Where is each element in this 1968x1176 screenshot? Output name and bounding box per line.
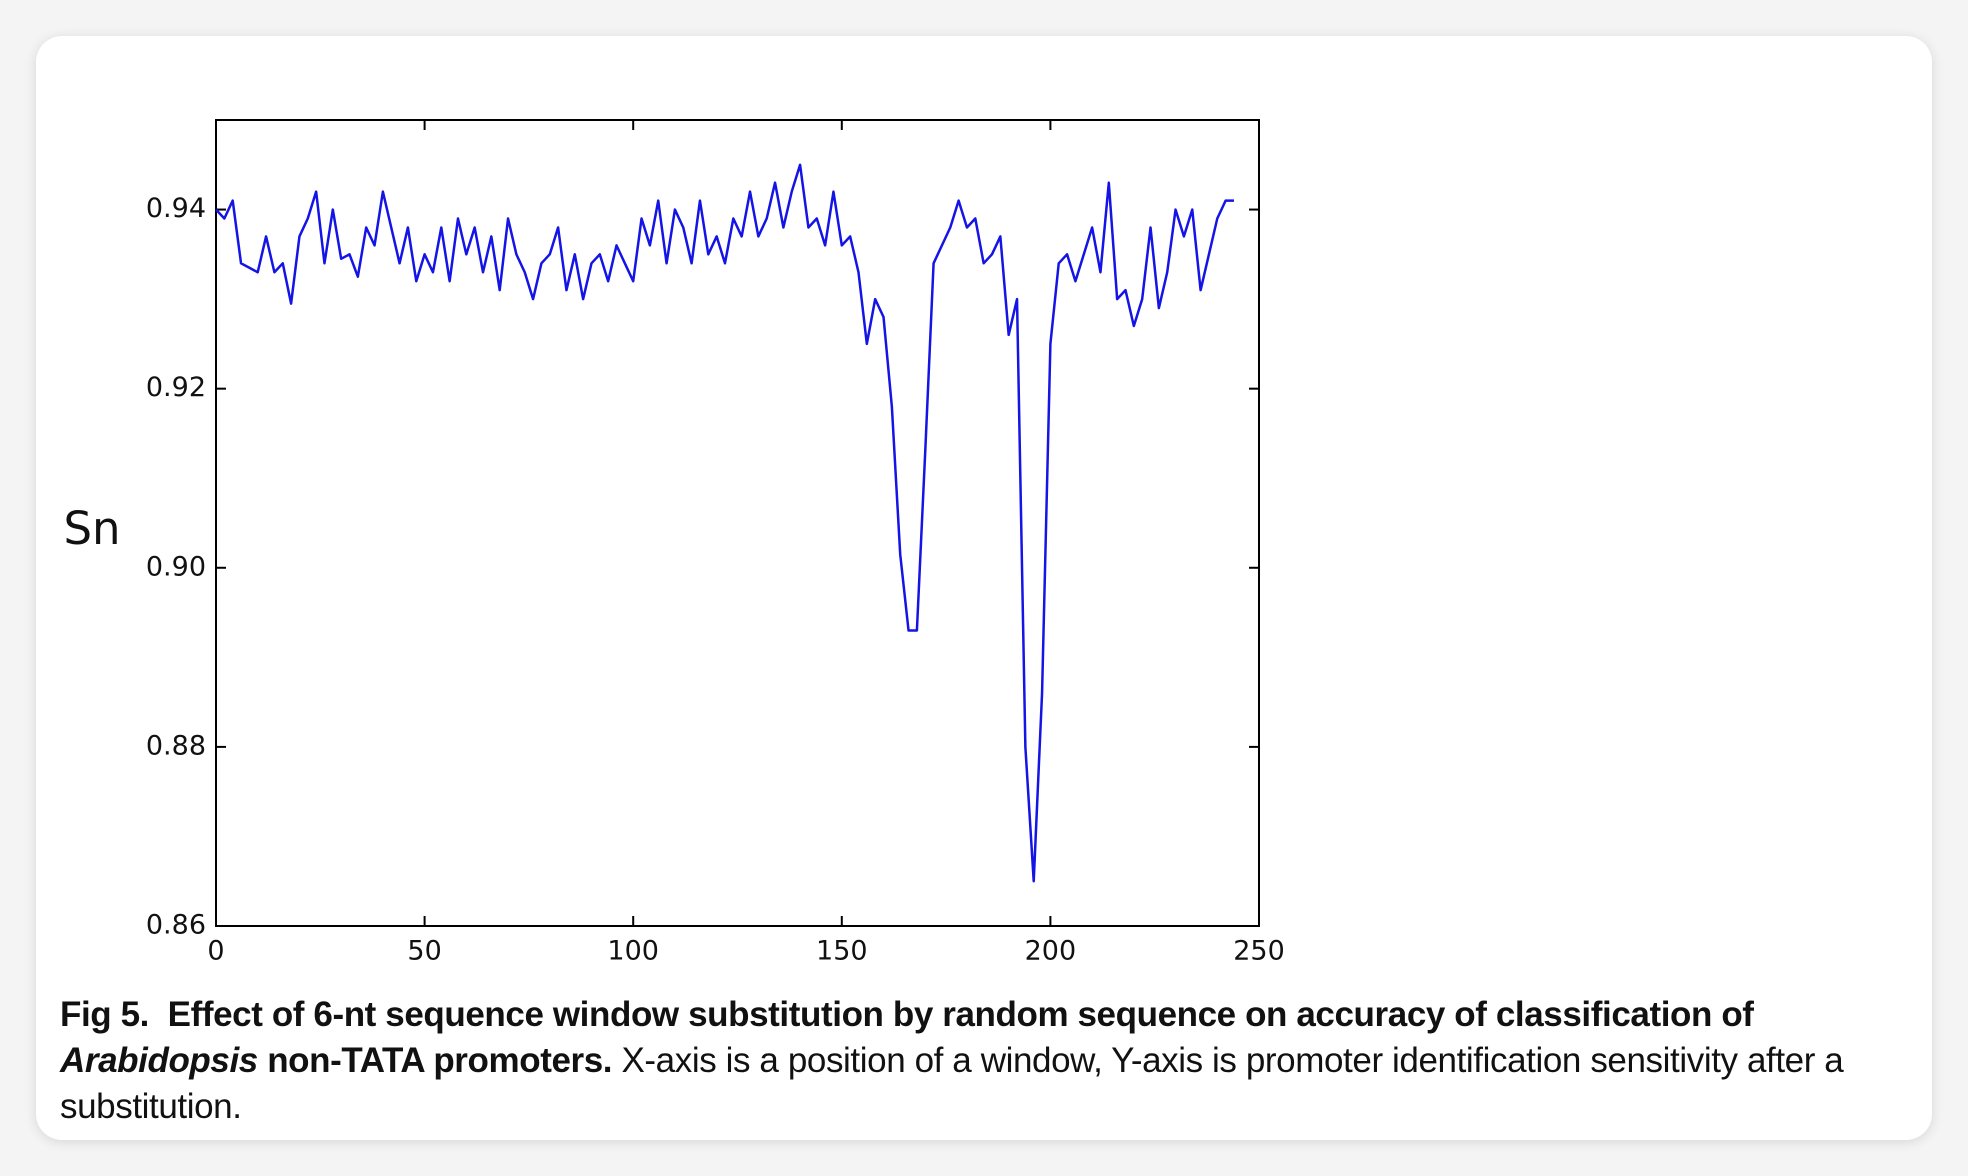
y-tick-label: 0.86 (146, 910, 206, 941)
x-tick-label: 250 (1233, 936, 1285, 967)
caption-title-end: non-TATA promoters. (267, 1041, 613, 1080)
figure-caption: Fig 5. Effect of 6-nt sequence window su… (60, 992, 1920, 1130)
y-tick-label: 0.88 (146, 730, 206, 761)
figure-card (36, 36, 1932, 1140)
caption-title-italic: Arabidopsis (60, 1041, 258, 1080)
x-tick-label: 150 (816, 936, 868, 967)
x-tick-label: 50 (407, 936, 441, 967)
x-tick-label: 100 (607, 936, 659, 967)
caption-title: Effect of 6-nt sequence window substitut… (167, 995, 1754, 1034)
x-tick-label: 200 (1025, 936, 1077, 967)
y-tick-label: 0.94 (146, 193, 206, 224)
y-tick-label: 0.92 (146, 372, 206, 403)
x-tick-label: 0 (207, 936, 224, 967)
caption-text: X-axis is a position of a window, Y-axis… (60, 1041, 1844, 1126)
data-line (215, 163, 1234, 883)
caption-label: Fig 5. (60, 995, 149, 1034)
chart: Sn 0.86 0.88 0.90 0.92 0.94 0 50 100 150 200 250 (63, 119, 1285, 967)
y-tick-label: 0.90 (146, 551, 206, 582)
plot-frame (215, 119, 1260, 927)
y-axis-label: Sn (63, 502, 120, 555)
